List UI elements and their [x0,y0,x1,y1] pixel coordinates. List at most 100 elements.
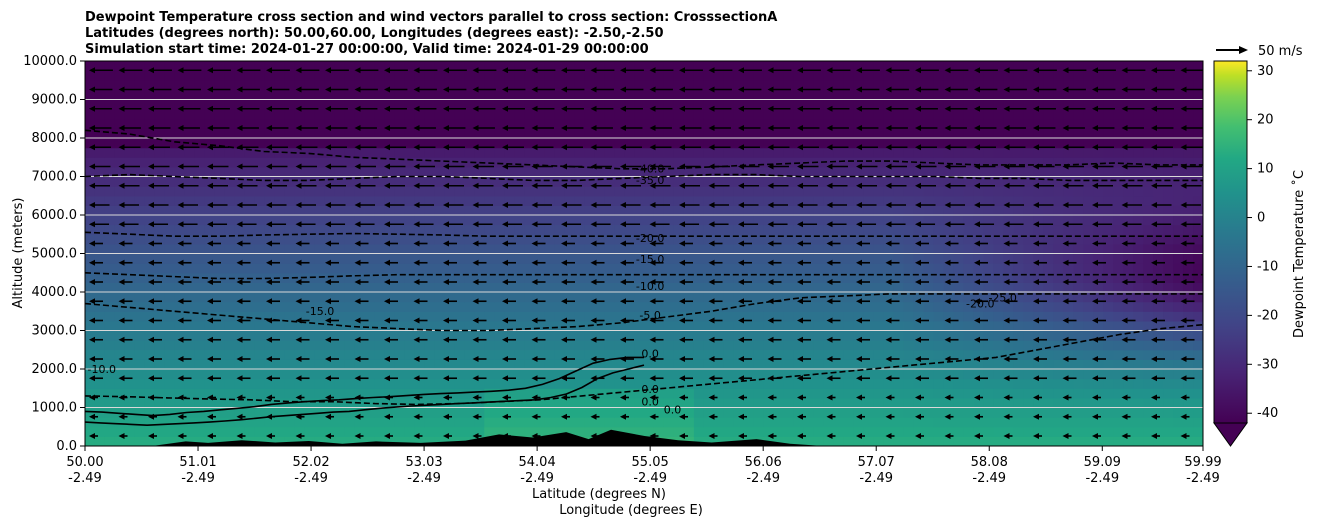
dewpoint-cell [1183,407,1194,418]
wind-vector-head [354,125,361,131]
dewpoint-cell [304,215,316,226]
dewpoint-cell [853,166,865,178]
dewpoint-cell [534,407,545,418]
dewpoint-cell [234,215,246,226]
dewpoint-cell [903,436,915,446]
dewpoint-cell [144,243,156,255]
dewpoint-cell [114,436,126,446]
wind-vector-head [295,125,302,131]
dewpoint-cell [853,234,865,245]
dewpoint-cell [953,263,965,274]
dewpoint-cell [244,359,256,370]
dewpoint-cell [354,369,366,380]
dewpoint-cell [444,263,455,274]
dewpoint-cell [514,407,525,418]
dewpoint-cell [923,349,935,360]
dewpoint-cell [504,147,515,158]
dewpoint-cell [104,224,116,235]
dewpoint-cell [1073,224,1084,235]
wind-vector-head [148,279,154,285]
dewpoint-cell [254,61,266,72]
dewpoint-cell [294,330,306,341]
dewpoint-cell [614,311,625,322]
dewpoint-cell [993,378,1004,389]
dewpoint-cell [1143,61,1154,72]
dewpoint-cell [813,147,825,158]
dewpoint-cell [404,176,416,187]
dewpoint-cell [873,301,885,312]
dewpoint-cell [1173,61,1184,72]
dewpoint-cell [374,292,386,303]
dewpoint-cell [833,70,845,81]
dewpoint-cell [634,320,645,332]
dewpoint-cell [723,195,735,206]
dewpoint-cell [873,369,885,380]
dewpoint-cell [144,157,156,168]
dewpoint-cell [1103,349,1114,360]
dewpoint-cell [484,253,495,264]
wind-vector-head [177,182,184,189]
dewpoint-cell [1153,195,1164,206]
dewpoint-cell [144,215,156,226]
dewpoint-cell [484,417,495,428]
dewpoint-cell [843,436,855,446]
dewpoint-cell [134,80,146,91]
dewpoint-cell [743,320,755,332]
dewpoint-cell [474,224,485,235]
dewpoint-cell [753,224,765,235]
dewpoint-cell [404,292,416,303]
dewpoint-cell [703,388,715,399]
dewpoint-cell [364,407,376,418]
dewpoint-cell [673,89,685,101]
dewpoint-cell [584,118,595,129]
dewpoint-cell [1023,340,1034,351]
dewpoint-cell [564,330,575,341]
dewpoint-cell [364,349,376,360]
dewpoint-cell [893,61,905,72]
dewpoint-cell [1013,397,1024,409]
wind-vector-head [207,298,213,305]
dewpoint-cell [1123,397,1134,409]
dewpoint-cell [304,253,316,264]
dewpoint-cell [194,407,206,418]
dewpoint-cell [364,263,376,274]
dewpoint-cell [334,89,346,101]
dewpoint-cell [364,272,376,283]
dewpoint-cell [574,263,585,274]
dewpoint-cell [154,349,166,360]
dewpoint-cell [823,282,835,293]
dewpoint-cell [1083,61,1094,72]
dewpoint-cell [773,263,785,274]
dewpoint-cell [1143,263,1154,274]
dewpoint-cell [1143,282,1154,293]
dewpoint-cell [524,186,535,197]
dewpoint-cell [953,282,965,293]
dewpoint-cell [663,243,675,255]
dewpoint-cell [803,147,815,158]
dewpoint-cell [194,205,206,216]
dewpoint-cell [364,70,376,81]
dewpoint-cell [753,138,765,149]
dewpoint-cell [514,311,525,322]
dewpoint-cell [753,253,765,264]
dewpoint-cell [1073,407,1084,418]
dewpoint-cell [973,128,984,139]
dewpoint-cell [334,407,346,418]
dewpoint-cell [663,378,675,389]
dewpoint-cell [534,388,545,399]
dewpoint-cell [653,118,665,129]
dewpoint-cell [284,118,296,129]
dewpoint-cell [304,70,316,81]
dewpoint-cell [184,388,196,399]
dewpoint-cell [554,369,565,380]
dewpoint-cell [174,61,186,72]
dewpoint-cell [484,340,495,351]
dewpoint-cell [564,282,575,293]
dewpoint-cell [404,263,416,274]
dewpoint-cell [663,320,675,332]
dewpoint-cell [364,292,376,303]
dewpoint-cell [1123,378,1134,389]
dewpoint-cell [474,292,485,303]
dewpoint-cell [943,388,955,399]
dewpoint-cell [1013,426,1024,437]
